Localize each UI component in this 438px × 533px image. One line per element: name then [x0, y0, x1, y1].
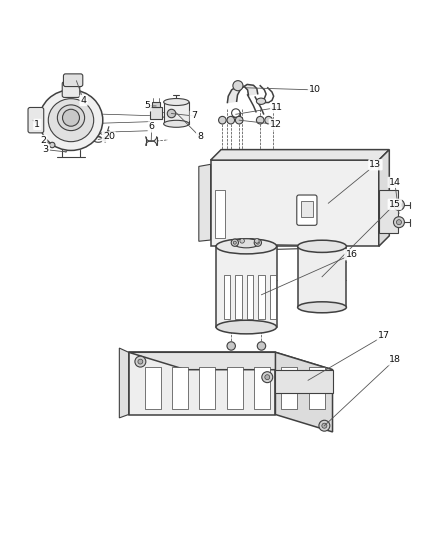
Bar: [224, 274, 230, 319]
Text: 17: 17: [378, 332, 390, 341]
Bar: [150, 107, 162, 119]
Bar: [215, 190, 225, 238]
Text: 2: 2: [40, 136, 46, 145]
Polygon shape: [379, 150, 389, 246]
Bar: [211, 160, 379, 246]
Text: 10: 10: [309, 85, 321, 94]
Polygon shape: [199, 164, 211, 241]
Circle shape: [396, 220, 402, 225]
Circle shape: [227, 116, 235, 124]
Circle shape: [262, 372, 273, 383]
Text: 3: 3: [42, 145, 49, 154]
Bar: [281, 367, 297, 409]
Bar: [301, 201, 313, 217]
Polygon shape: [379, 190, 398, 233]
Text: 6: 6: [149, 123, 155, 132]
Polygon shape: [276, 370, 332, 393]
Bar: [226, 367, 243, 409]
Text: 18: 18: [389, 356, 401, 365]
Polygon shape: [276, 352, 332, 432]
Ellipse shape: [48, 99, 94, 142]
Text: 20: 20: [103, 133, 115, 141]
Ellipse shape: [298, 240, 346, 253]
Circle shape: [319, 420, 330, 431]
Bar: [145, 367, 161, 409]
Circle shape: [257, 342, 266, 350]
Bar: [216, 246, 277, 327]
Circle shape: [167, 109, 176, 118]
Bar: [308, 367, 325, 409]
Ellipse shape: [164, 120, 189, 127]
Polygon shape: [211, 150, 389, 160]
Circle shape: [393, 217, 404, 228]
Bar: [164, 102, 189, 124]
Text: 14: 14: [389, 178, 401, 187]
Ellipse shape: [39, 90, 103, 150]
Text: 5: 5: [145, 101, 151, 110]
Ellipse shape: [164, 99, 189, 106]
FancyBboxPatch shape: [62, 82, 80, 98]
Text: 16: 16: [346, 250, 357, 259]
Ellipse shape: [298, 302, 346, 313]
Text: 1: 1: [34, 120, 40, 129]
Polygon shape: [227, 84, 258, 102]
Bar: [247, 274, 253, 319]
Ellipse shape: [233, 239, 259, 248]
Text: 4: 4: [81, 96, 87, 105]
Polygon shape: [129, 352, 276, 415]
Text: 15: 15: [389, 200, 401, 209]
Bar: [199, 367, 215, 409]
Circle shape: [227, 342, 235, 350]
Circle shape: [254, 239, 261, 246]
Circle shape: [265, 116, 272, 124]
Ellipse shape: [256, 98, 266, 104]
Ellipse shape: [57, 105, 85, 131]
Bar: [235, 274, 242, 319]
Text: 7: 7: [191, 111, 197, 120]
Circle shape: [231, 239, 238, 246]
Bar: [172, 367, 188, 409]
Circle shape: [219, 116, 226, 124]
Circle shape: [265, 375, 270, 379]
Circle shape: [233, 241, 237, 244]
Polygon shape: [129, 352, 332, 370]
Circle shape: [49, 142, 55, 148]
Bar: [270, 274, 276, 319]
FancyBboxPatch shape: [64, 74, 83, 86]
Bar: [152, 102, 160, 107]
Circle shape: [396, 203, 402, 207]
Circle shape: [63, 109, 79, 126]
Text: 13: 13: [369, 160, 381, 169]
Ellipse shape: [216, 320, 277, 334]
Circle shape: [256, 116, 264, 124]
Circle shape: [393, 199, 404, 211]
Circle shape: [233, 80, 243, 91]
Circle shape: [322, 423, 327, 428]
Circle shape: [232, 109, 240, 117]
Circle shape: [240, 239, 244, 243]
Ellipse shape: [216, 239, 277, 254]
Bar: [254, 367, 270, 409]
Circle shape: [235, 116, 243, 124]
Circle shape: [254, 239, 259, 243]
Text: 11: 11: [271, 103, 283, 112]
Bar: [232, 112, 240, 117]
Text: 12: 12: [270, 120, 282, 129]
Text: 8: 8: [197, 133, 203, 141]
Circle shape: [135, 356, 146, 367]
FancyBboxPatch shape: [28, 108, 44, 133]
Polygon shape: [119, 348, 129, 418]
Circle shape: [138, 359, 143, 364]
Circle shape: [256, 241, 259, 244]
Bar: [258, 274, 265, 319]
Bar: [298, 246, 346, 308]
FancyBboxPatch shape: [297, 195, 317, 225]
